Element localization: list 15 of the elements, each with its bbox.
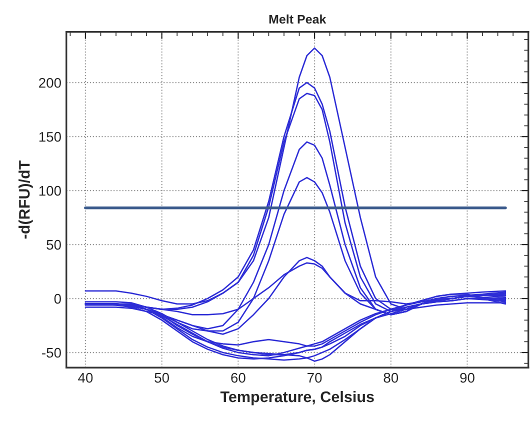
x-tick-label: 40 <box>78 372 93 383</box>
x-tick-label: 50 <box>154 372 170 383</box>
x-axis-title: Temperature, Celsius <box>220 390 374 406</box>
y-tick-label: 150 <box>39 132 61 142</box>
y-tick-label: 50 <box>46 240 61 250</box>
y-tick-label: 200 <box>39 78 61 88</box>
x-tick-label: 70 <box>308 372 322 383</box>
y-tick-label: -50 <box>42 348 61 358</box>
chart-title: Melt Peak <box>269 14 326 24</box>
x-tick-label: 80 <box>384 372 398 383</box>
y-tick-label: 100 <box>39 186 61 196</box>
y-axis-title: -d(RFU)/dT <box>18 160 33 239</box>
y-tick-label: 0 <box>54 294 61 304</box>
x-tick-label: 60 <box>231 372 246 383</box>
x-tick-label: 90 <box>460 372 474 383</box>
